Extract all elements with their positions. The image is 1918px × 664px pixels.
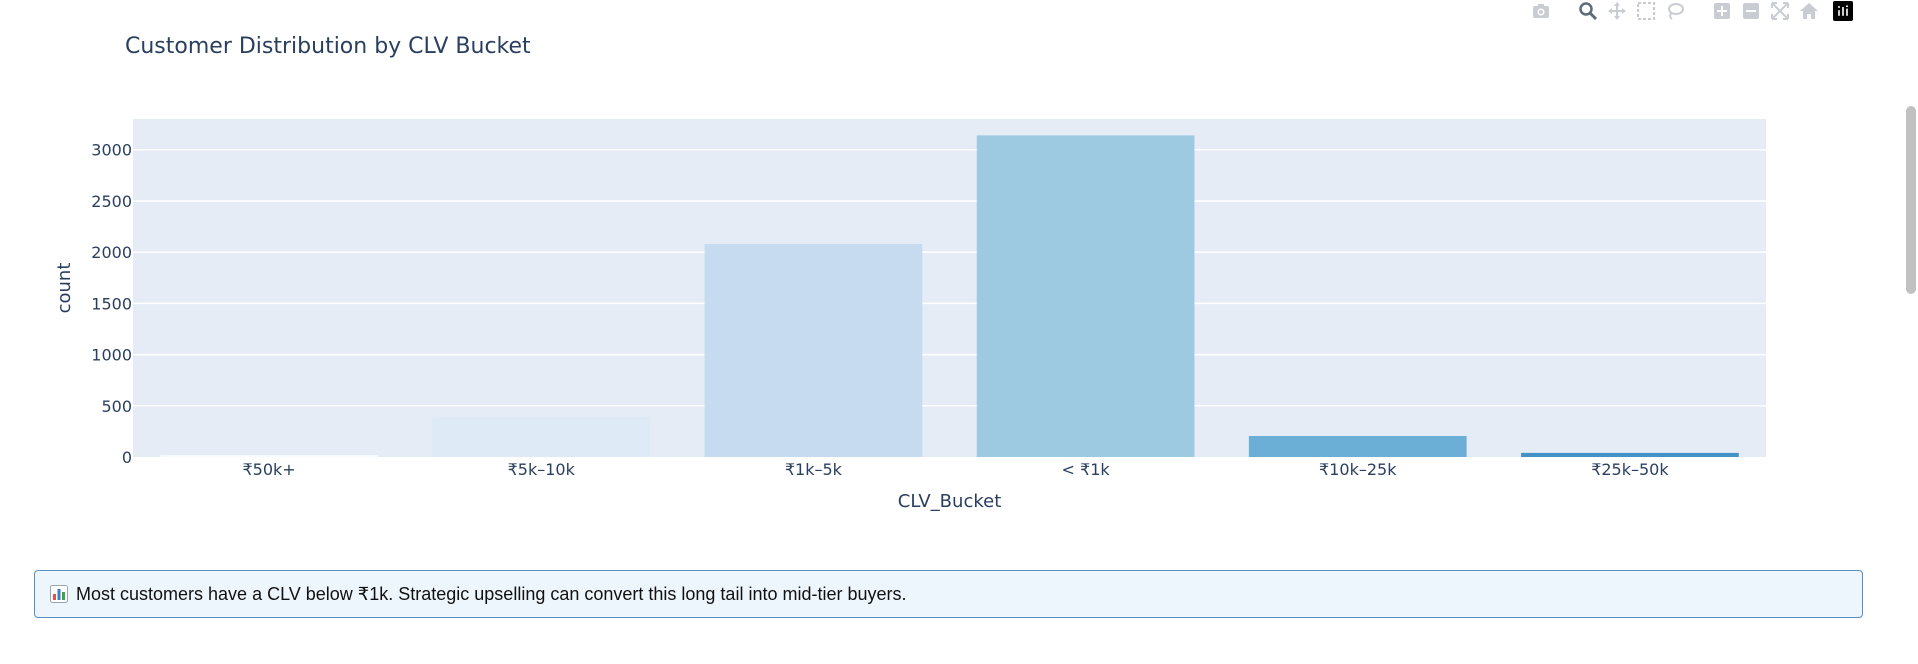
- y-axis-label: count: [54, 263, 75, 314]
- x-tick-label: ₹50k+: [242, 460, 295, 479]
- y-tick-label: 500: [101, 397, 132, 416]
- zoom-in-icon[interactable]: [1711, 0, 1733, 22]
- bar[interactable]: [432, 417, 651, 457]
- x-tick-label: ₹25k–50k: [1591, 460, 1669, 479]
- reset-axes-home-icon[interactable]: [1798, 0, 1820, 22]
- y-tick-label: 1000: [91, 346, 132, 365]
- y-tick-label: 2500: [91, 192, 132, 211]
- zoom-icon[interactable]: [1577, 0, 1599, 22]
- y-tick-labels: 0 500 1000 1500 2000 2500 3000: [91, 141, 132, 467]
- bar[interactable]: [1248, 436, 1467, 457]
- bar[interactable]: [976, 135, 1195, 457]
- bars: [160, 135, 1739, 457]
- lasso-select-icon[interactable]: [1664, 0, 1686, 22]
- x-tick-label: ₹5k–10k: [508, 460, 576, 479]
- y-tick-label: 0: [122, 448, 132, 467]
- zoom-out-icon[interactable]: [1740, 0, 1762, 22]
- bar[interactable]: [160, 454, 378, 457]
- x-tick-label: ₹1k–5k: [785, 460, 843, 479]
- y-tick-label: 3000: [91, 141, 132, 160]
- autoscale-icon[interactable]: [1769, 0, 1791, 22]
- plotly-logo-icon[interactable]: [1833, 1, 1853, 21]
- insight-callout: Most customers have a CLV below ₹1k. Str…: [34, 570, 1863, 618]
- chart-title: Customer Distribution by CLV Bucket: [125, 34, 531, 59]
- pan-icon[interactable]: [1606, 0, 1628, 22]
- bar-chart-emoji-icon: [50, 585, 68, 603]
- camera-icon[interactable]: [1530, 0, 1552, 22]
- y-gridlines: [133, 148, 1766, 407]
- plot-area[interactable]: [133, 119, 1766, 457]
- scrollbar-track[interactable]: [1904, 0, 1918, 664]
- x-tick-label: < ₹1k: [1062, 460, 1111, 479]
- bar[interactable]: [1521, 452, 1739, 457]
- scrollbar-thumb[interactable]: [1906, 106, 1916, 294]
- x-tick-labels: ₹50k+ ₹5k–10k ₹1k–5k < ₹1k ₹10k–25k ₹25k–50k: [242, 460, 1669, 479]
- bar-chart: 0 500 1000 1500 2000 2500 3000 ₹50k+ ₹5k–10k ₹1k…: [54, 119, 1766, 512]
- x-axis-label: CLV_Bucket: [898, 491, 1002, 512]
- insight-text: Most customers have a CLV below ₹1k. Str…: [76, 583, 907, 604]
- y-tick-label: 1500: [91, 294, 132, 313]
- bar[interactable]: [704, 243, 923, 457]
- y-tick-label: 2000: [91, 243, 132, 262]
- chart-modebar: [1530, 0, 1853, 22]
- x-tick-label: ₹10k–25k: [1319, 460, 1397, 479]
- box-select-icon[interactable]: [1635, 0, 1657, 22]
